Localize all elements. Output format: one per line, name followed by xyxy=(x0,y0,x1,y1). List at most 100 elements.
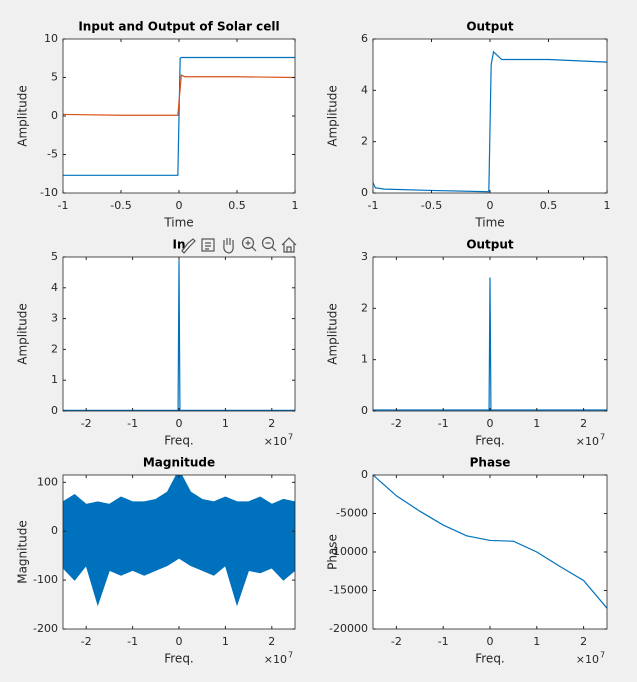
y-tick-label: 0 xyxy=(361,468,368,481)
y-tick-label: -5000 xyxy=(336,507,368,520)
x-tick-label: 0.5 xyxy=(540,199,558,212)
x-tick-label: -1 xyxy=(438,417,449,430)
data-line xyxy=(373,50,607,193)
x-tick-label: -2 xyxy=(81,417,92,430)
x-tick-label: -0.5 xyxy=(421,199,442,212)
y-tick-label: -200 xyxy=(33,622,58,635)
axes: -2 -1 0 1 2 -200 -100 0 100 Magnitude Freq. Magnitu… xyxy=(16,456,296,666)
y-axis-label: Phase xyxy=(326,534,340,570)
y-tick-label: 2 xyxy=(51,342,58,355)
x-exponent-base: ×10 xyxy=(264,653,287,666)
chart-title: Input and Output of Solar cell xyxy=(78,20,279,34)
x-tick-label: -1 xyxy=(127,417,138,430)
y-axis-label: Amplitude xyxy=(16,303,30,365)
x-tick-label: 1 xyxy=(604,199,611,212)
plot xyxy=(63,475,295,607)
data-line xyxy=(63,74,295,116)
y-tick-label: 6 xyxy=(361,32,368,45)
x-tick-label: 0 xyxy=(487,635,494,648)
chart-title: Phase xyxy=(470,456,511,470)
y-axis-label: Magnitude xyxy=(16,520,30,584)
pan-icon[interactable] xyxy=(223,238,234,254)
y-tick-label: 10 xyxy=(44,32,58,45)
data-line xyxy=(63,260,295,411)
x-exponent-power: 7 xyxy=(600,433,605,442)
x-tick-label: -0.5 xyxy=(110,199,131,212)
y-tick-label: 2 xyxy=(361,135,368,148)
data-band xyxy=(63,475,295,607)
y-tick-label: 5 xyxy=(51,250,58,263)
y-tick-label: 2 xyxy=(361,301,368,314)
y-tick-label: 4 xyxy=(51,281,58,294)
data-line xyxy=(373,475,607,609)
x-exponent-power: 7 xyxy=(288,651,293,660)
y-tick-label: 0 xyxy=(361,404,368,417)
x-axis-label: Freq. xyxy=(475,652,505,666)
y-tick-label: 0 xyxy=(51,524,58,537)
axes: -2 -1 0 1 2 -20000 -15000 -10000 -5000 0 Phase Freq… xyxy=(326,456,608,666)
x-tick-label: 1 xyxy=(533,635,540,648)
y-tick-label: 1 xyxy=(361,353,368,366)
x-exponent-base: ×10 xyxy=(576,653,599,666)
y-tick-label: -100 xyxy=(33,573,58,586)
x-tick-label: -2 xyxy=(391,417,402,430)
chart-title: Magnitude xyxy=(143,456,215,470)
y-tick-label: -15000 xyxy=(329,584,368,597)
x-tick-label: -2 xyxy=(81,635,92,648)
x-tick-label: 1 xyxy=(222,635,229,648)
x-exponent-base: ×10 xyxy=(576,435,599,448)
y-tick-label: 4 xyxy=(361,83,368,96)
axes-toolbar[interactable] xyxy=(181,236,297,254)
y-tick-label: 1 xyxy=(51,373,58,386)
y-tick-label: -5 xyxy=(47,148,58,161)
y-tick-label: -10 xyxy=(40,186,58,199)
y-tick-label: 3 xyxy=(51,312,58,325)
y-tick-label: 5 xyxy=(51,71,58,84)
axes: -1 -0.5 0 0.5 1 -10 -5 0 5 10 Input and Output of … xyxy=(16,20,299,230)
x-exponent-power: 7 xyxy=(288,433,293,442)
y-axis-label: Amplitude xyxy=(326,85,340,147)
x-tick-label: -1 xyxy=(368,199,379,212)
zoom-in-icon[interactable] xyxy=(241,236,257,252)
x-tick-label: -1 xyxy=(58,199,69,212)
data-tip-icon[interactable] xyxy=(201,238,215,252)
x-tick-label: 2 xyxy=(580,417,587,430)
home-icon[interactable] xyxy=(281,237,297,253)
x-tick-label: 2 xyxy=(268,635,275,648)
plot xyxy=(373,50,607,193)
x-tick-label: -1 xyxy=(438,635,449,648)
plot xyxy=(373,277,607,411)
x-axis-label: Freq. xyxy=(164,434,194,448)
x-axis-label: Time xyxy=(474,216,504,230)
axes: -2 -1 0 1 2 0 1 2 3 Output Freq. Amplitude ×10 7 xyxy=(326,238,608,448)
y-tick-label: 0 xyxy=(51,404,58,417)
x-axis-label: Freq. xyxy=(475,434,505,448)
x-tick-label: 0.5 xyxy=(228,199,246,212)
data-line xyxy=(63,56,295,176)
plot-area xyxy=(373,475,607,629)
plot xyxy=(373,475,607,609)
chart-title: Output xyxy=(466,20,514,34)
zoom-out-icon[interactable] xyxy=(261,236,277,252)
x-tick-label: 1 xyxy=(292,199,299,212)
x-tick-label: -2 xyxy=(391,635,402,648)
x-exponent-power: 7 xyxy=(600,651,605,660)
y-axis-label: Amplitude xyxy=(16,85,30,147)
x-tick-label: 2 xyxy=(580,635,587,648)
x-tick-label: 1 xyxy=(222,417,229,430)
y-tick-label: 100 xyxy=(37,475,58,488)
x-axis-label: Time xyxy=(163,216,193,230)
x-tick-label: -1 xyxy=(127,635,138,648)
y-tick-label: 0 xyxy=(361,186,368,199)
y-axis-label: Amplitude xyxy=(326,303,340,365)
chart-title: In xyxy=(172,238,185,252)
x-tick-label: 1 xyxy=(533,417,540,430)
y-tick-label: 0 xyxy=(51,109,58,122)
x-exponent-base: ×10 xyxy=(264,435,287,448)
brush-icon[interactable] xyxy=(181,238,196,254)
x-tick-label: 0 xyxy=(176,417,183,430)
chart-title: Output xyxy=(466,238,514,252)
x-tick-label: 0 xyxy=(176,635,183,648)
y-tick-label: 3 xyxy=(361,250,368,263)
